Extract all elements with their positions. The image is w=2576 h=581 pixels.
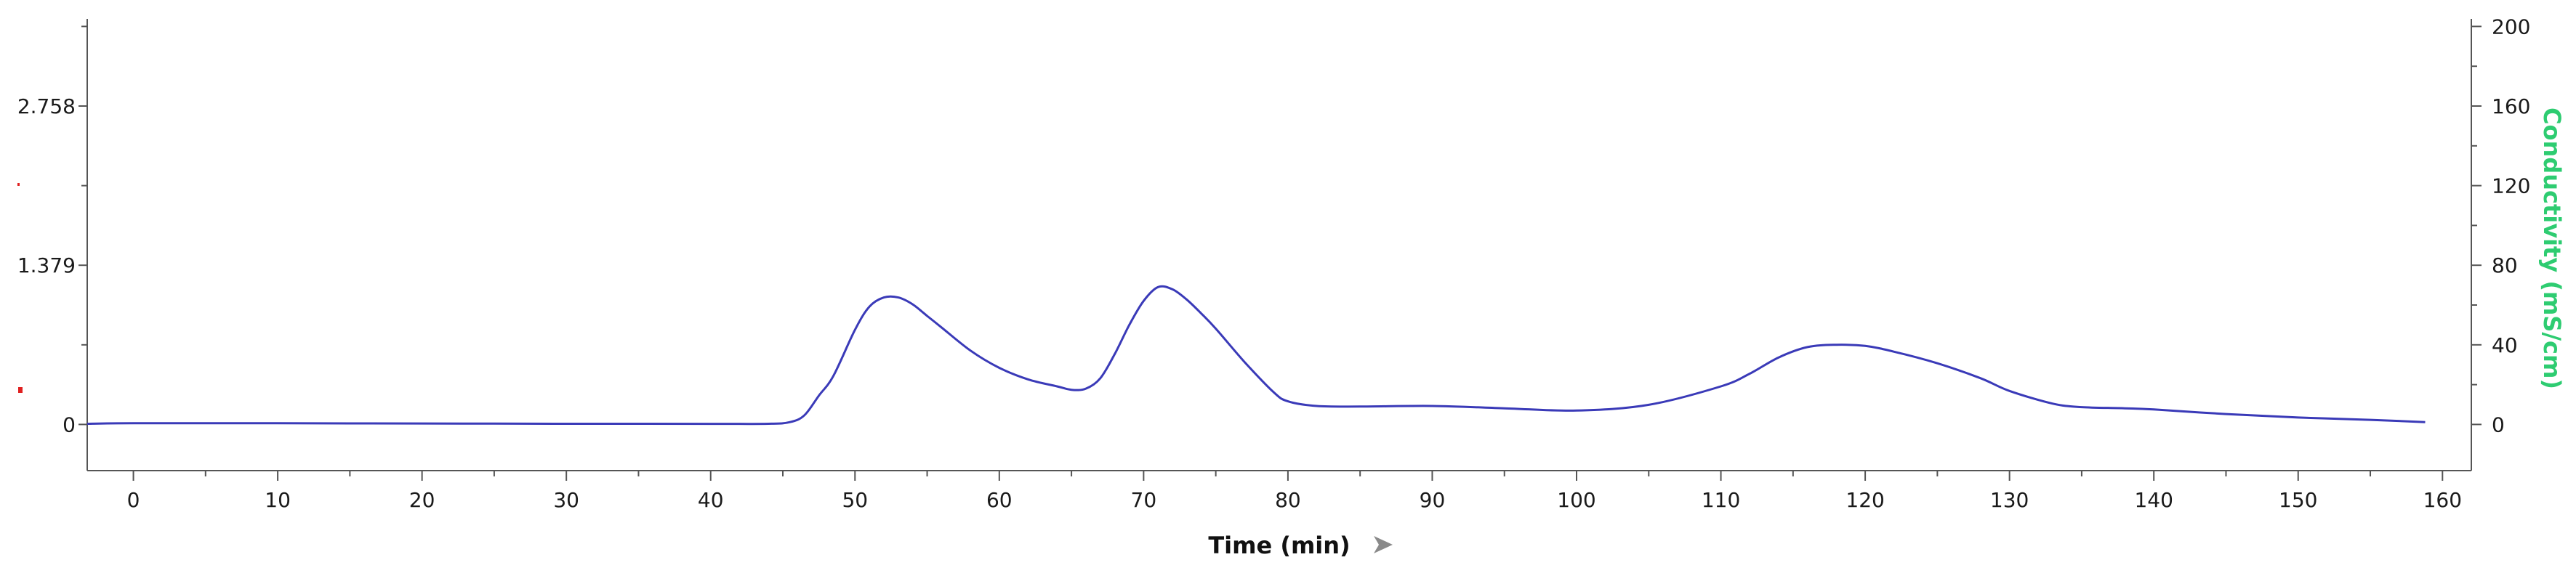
y2-tick-label: 40 xyxy=(2492,333,2518,357)
y-tick-label: 1.379 xyxy=(17,253,76,277)
x-tick-label: 100 xyxy=(1557,488,1595,512)
x-tick-label: 90 xyxy=(1420,488,1446,512)
x-axis-arrow-icon xyxy=(1374,536,1393,553)
x-tick-label: 130 xyxy=(1990,488,2029,512)
red-marker-icon xyxy=(17,183,20,186)
y2-axis-title: Conductivity (mS/cm) xyxy=(2538,107,2566,389)
x-axis: 0 10 20 30 40 50 60 70 80 90 100 110 120 130 140 150 160 xyxy=(127,471,2462,512)
x-tick-label: 0 xyxy=(127,488,140,512)
x-tick-label: 70 xyxy=(1131,488,1157,512)
x-tick-label: 120 xyxy=(1846,488,1884,512)
y-axis-left: 0 1.379 2.758 xyxy=(17,25,87,436)
x-tick-label: 80 xyxy=(1275,488,1301,512)
y-axis-right: 0 40 80 120 160 200 xyxy=(2471,15,2530,436)
x-tick-label: 40 xyxy=(698,488,724,512)
red-marker-icon xyxy=(18,387,23,393)
x-tick-label: 30 xyxy=(553,488,579,512)
x-tick-label: 140 xyxy=(2134,488,2173,512)
y-tick-label: 0 xyxy=(63,413,76,436)
y2-tick-label: 80 xyxy=(2492,253,2518,277)
x-tick-label: 160 xyxy=(2423,488,2462,512)
y2-tick-label: 200 xyxy=(2492,15,2530,38)
x-tick-label: 110 xyxy=(1702,488,1740,512)
x-tick-label: 150 xyxy=(2279,488,2317,512)
plot-frame xyxy=(86,19,2472,471)
marker-group xyxy=(17,183,23,393)
x-tick-label: 60 xyxy=(986,488,1013,512)
x-axis-title: Time (min) xyxy=(1208,532,1350,559)
series-line xyxy=(86,285,2426,426)
x-tick-label: 10 xyxy=(265,488,291,512)
y2-tick-label: 120 xyxy=(2492,174,2530,198)
x-tick-label: 50 xyxy=(842,488,868,512)
y2-tick-label: 160 xyxy=(2492,94,2530,118)
x-tick-label: 20 xyxy=(409,488,435,512)
y-tick-label: 2.758 xyxy=(17,94,76,118)
y2-tick-label: 0 xyxy=(2492,413,2505,436)
